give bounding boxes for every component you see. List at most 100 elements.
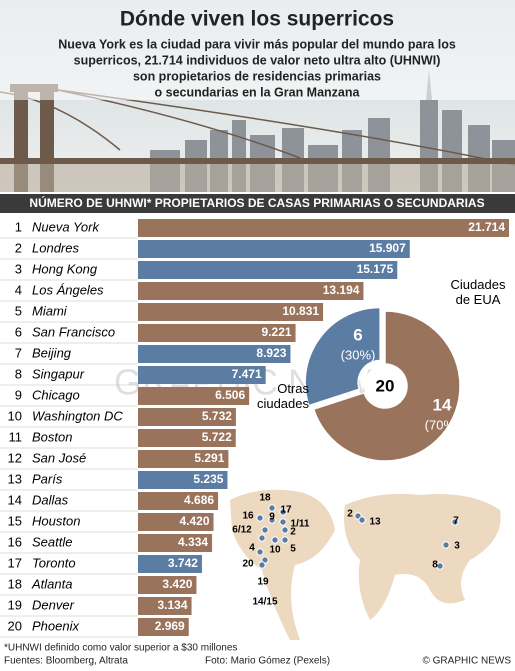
city: Miami — [32, 303, 68, 318]
map-label: 13 — [369, 517, 381, 528]
map-dot — [279, 518, 287, 526]
rank: 6 — [15, 324, 22, 339]
value-label: 5.722 — [202, 430, 232, 444]
bar — [138, 534, 213, 552]
pie-slice — [304, 306, 381, 407]
pie-total: 20 — [376, 376, 395, 395]
city: Dallas — [32, 492, 69, 507]
rank: 19 — [8, 597, 22, 612]
value-label: 3.420 — [162, 577, 192, 591]
bar — [138, 261, 398, 279]
bar — [138, 429, 236, 447]
map-label: 19 — [257, 577, 269, 588]
rank: 18 — [8, 576, 22, 591]
pie-hole — [364, 365, 406, 407]
map-label: 20 — [242, 559, 254, 570]
city: Toronto — [32, 555, 76, 570]
sources: Fuentes: Bloomberg, Altrata — [4, 656, 128, 667]
map-label: 16 — [242, 511, 254, 522]
map-label: 7 — [453, 516, 459, 527]
slice-value: 14 — [433, 395, 452, 414]
map-dot — [271, 536, 279, 544]
slice-value: 6 — [353, 325, 362, 344]
rank: 14 — [8, 492, 22, 507]
value-label: 13.194 — [323, 283, 360, 297]
value-label: 7.471 — [232, 367, 262, 381]
value-label: 3.742 — [168, 556, 198, 570]
subtitle-line: Nueva York es la ciudad para vivir más p… — [58, 37, 456, 51]
city: Boston — [32, 429, 72, 444]
rank: 20 — [8, 618, 22, 633]
city: Londres — [32, 240, 79, 255]
bar — [138, 408, 236, 426]
map-label: 1/11 — [291, 519, 310, 530]
city: Los Ángeles — [32, 282, 104, 297]
bar — [138, 282, 364, 300]
rank: 4 — [15, 282, 22, 297]
rank: 5 — [15, 303, 22, 318]
photo — [0, 0, 515, 192]
city: Nueva York — [32, 219, 100, 234]
map-label: 17 — [280, 505, 292, 516]
value-label: 6.506 — [215, 388, 245, 402]
map-dot — [268, 516, 276, 524]
slice-percent: (70%) — [425, 417, 460, 432]
map-dot — [258, 561, 266, 569]
map-label: 3 — [454, 541, 460, 552]
city: Seattle — [32, 534, 72, 549]
footnote: *UHNWI definido como valor superior a $3… — [4, 643, 237, 654]
value-label: 3.134 — [158, 598, 188, 612]
bar — [138, 324, 296, 342]
map-dot — [451, 518, 459, 526]
map-dot — [358, 516, 366, 524]
map-dot — [436, 562, 444, 570]
value-label: 5.732 — [202, 409, 232, 423]
subtitle-line: o secundarias en la Gran Manzana — [155, 85, 361, 99]
map-dot — [258, 534, 266, 542]
map-label: 18 — [259, 493, 271, 504]
rank: 12 — [8, 450, 22, 465]
map-label: 9 — [269, 512, 275, 523]
city: París — [32, 471, 63, 486]
city: Atlanta — [31, 576, 72, 591]
city: Beijing — [32, 345, 72, 360]
value-label: 4.420 — [179, 514, 209, 528]
value-label: 5.291 — [194, 451, 224, 465]
map-label: 6/12 — [232, 525, 252, 536]
pie-slice — [312, 310, 461, 462]
bar — [138, 492, 219, 510]
value-label: 2.969 — [155, 619, 185, 633]
city: Chicago — [32, 387, 80, 402]
bar — [138, 576, 197, 594]
value-label: 4.686 — [184, 493, 214, 507]
city: Houston — [32, 513, 80, 528]
bar — [138, 471, 228, 489]
rank: 17 — [8, 555, 22, 570]
map-label: 10 — [269, 545, 281, 556]
city: Hong Kong — [32, 261, 98, 276]
city: Washington DC — [32, 408, 123, 423]
bar — [138, 240, 410, 258]
value-label: 15.907 — [369, 241, 406, 255]
rank: 11 — [9, 429, 23, 444]
bar — [138, 219, 509, 237]
bar — [138, 555, 202, 573]
photo-credit: Foto: Mario Gómez (Pexels) — [205, 656, 330, 667]
bar — [138, 513, 214, 531]
bar — [138, 387, 250, 405]
rank: 1 — [15, 219, 22, 234]
map-dot — [279, 508, 287, 516]
rank: 3 — [15, 261, 22, 276]
section-heading: NÚMERO DE UHNWI* PROPIETARIOS DE CASAS P… — [29, 195, 484, 210]
pie-category: Ciudades de EUA — [451, 277, 506, 307]
value-label: 8.923 — [256, 346, 286, 360]
map-dot — [261, 526, 269, 534]
city: San Francisco — [32, 324, 115, 339]
city: Denver — [32, 597, 75, 612]
map-dot — [256, 548, 264, 556]
rank: 7 — [15, 345, 22, 360]
value-label: 15.175 — [357, 262, 394, 276]
bar — [138, 450, 229, 468]
map-label: 14/15 — [252, 597, 277, 608]
